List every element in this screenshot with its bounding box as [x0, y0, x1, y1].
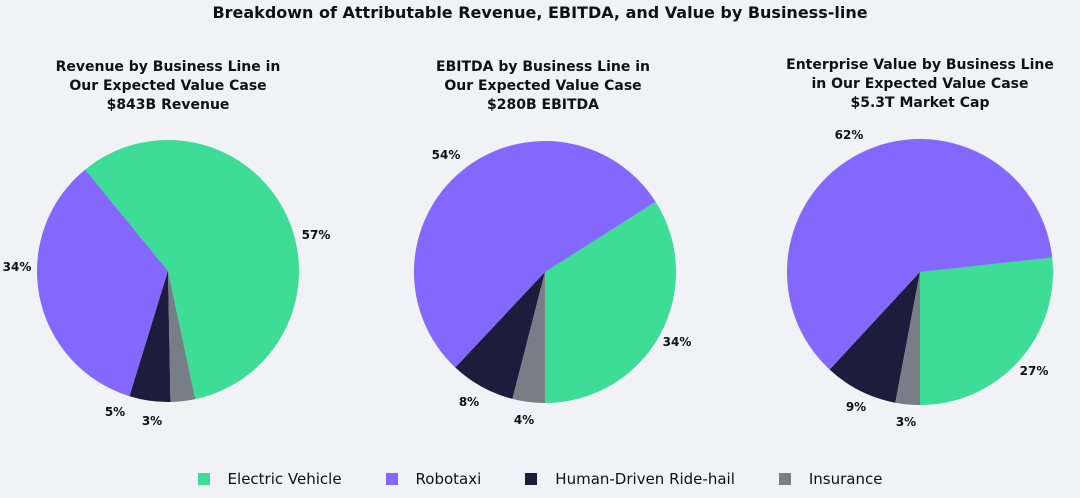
pie-slice-insurance [512, 272, 545, 403]
pie-data-label: 4% [514, 413, 534, 427]
legend-item-insurance: Insurance [778, 470, 883, 488]
legend-swatch [197, 473, 210, 485]
pie-slice-robotaxi [413, 140, 656, 368]
legend-swatch [778, 473, 791, 485]
pie-data-label: 8% [459, 395, 479, 409]
legend-item-human-driven-ride-hail: Human-Driven Ride-hail [525, 470, 735, 488]
pie-data-label: 9% [846, 400, 866, 414]
legend-label: Robotaxi [415, 470, 482, 488]
chart-title-ebitda: EBITDA by Business Line in Our Expected … [378, 58, 708, 115]
pie-slice-human-driven-ride-hail [455, 272, 545, 399]
pie-data-label: 27% [1020, 364, 1049, 378]
chart-title-line: EBITDA by Business Line in [436, 59, 650, 75]
chart-title-line: in Our Expected Value Case [811, 76, 1029, 92]
chart-title-line: $5.3T Market Cap [850, 95, 990, 111]
legend-label: Electric Vehicle [227, 470, 342, 488]
legend-label: Insurance [808, 470, 883, 488]
legend-item-electric-vehicle: Electric Vehicle [197, 470, 342, 488]
pie-data-label: 54% [432, 148, 461, 162]
legend-swatch [385, 473, 398, 485]
pie-data-label: 5% [105, 405, 125, 419]
chart-title-revenue: Revenue by Business Line in Our Expected… [3, 58, 333, 115]
main-title: Breakdown of Attributable Revenue, EBITD… [212, 3, 868, 22]
pie-data-label: 34% [663, 335, 692, 349]
pie-slice-electric-vehicle [920, 257, 1053, 405]
chart-title-line: Enterprise Value by Business Line [786, 57, 1054, 73]
pie-slice-insurance [895, 272, 920, 405]
pie-slice-robotaxi [787, 139, 1053, 370]
pie-slice-human-driven-ride-hail [829, 272, 920, 403]
pie-slice-human-driven-ride-hail [129, 271, 171, 402]
pie-data-label: 3% [142, 414, 162, 428]
chart-title-line: Our Expected Value Case [444, 78, 642, 94]
chart-title-line: Our Expected Value Case [69, 78, 267, 94]
pie-slice-insurance [168, 271, 196, 402]
pie-data-label: 34% [3, 260, 32, 274]
pie-data-label: 3% [896, 415, 916, 429]
legend: Electric Vehicle Robotaxi Human-Driven R… [0, 470, 1080, 488]
chart-title-line: $843B Revenue [106, 97, 230, 113]
legend-item-robotaxi: Robotaxi [385, 470, 482, 488]
chart-title-enterprise-value: Enterprise Value by Business Line in Our… [755, 56, 1080, 113]
pie-data-label: 62% [835, 128, 864, 142]
chart-title-line: Revenue by Business Line in [55, 59, 281, 75]
chart-title-line: $280B EBITDA [487, 97, 599, 113]
pie-slice-electric-vehicle [85, 140, 299, 400]
pie-slice-robotaxi [37, 169, 169, 397]
legend-label: Human-Driven Ride-hail [555, 470, 735, 488]
legend-swatch [525, 473, 538, 485]
pie-data-label: 57% [302, 228, 331, 242]
pie-slice-electric-vehicle [545, 201, 676, 403]
